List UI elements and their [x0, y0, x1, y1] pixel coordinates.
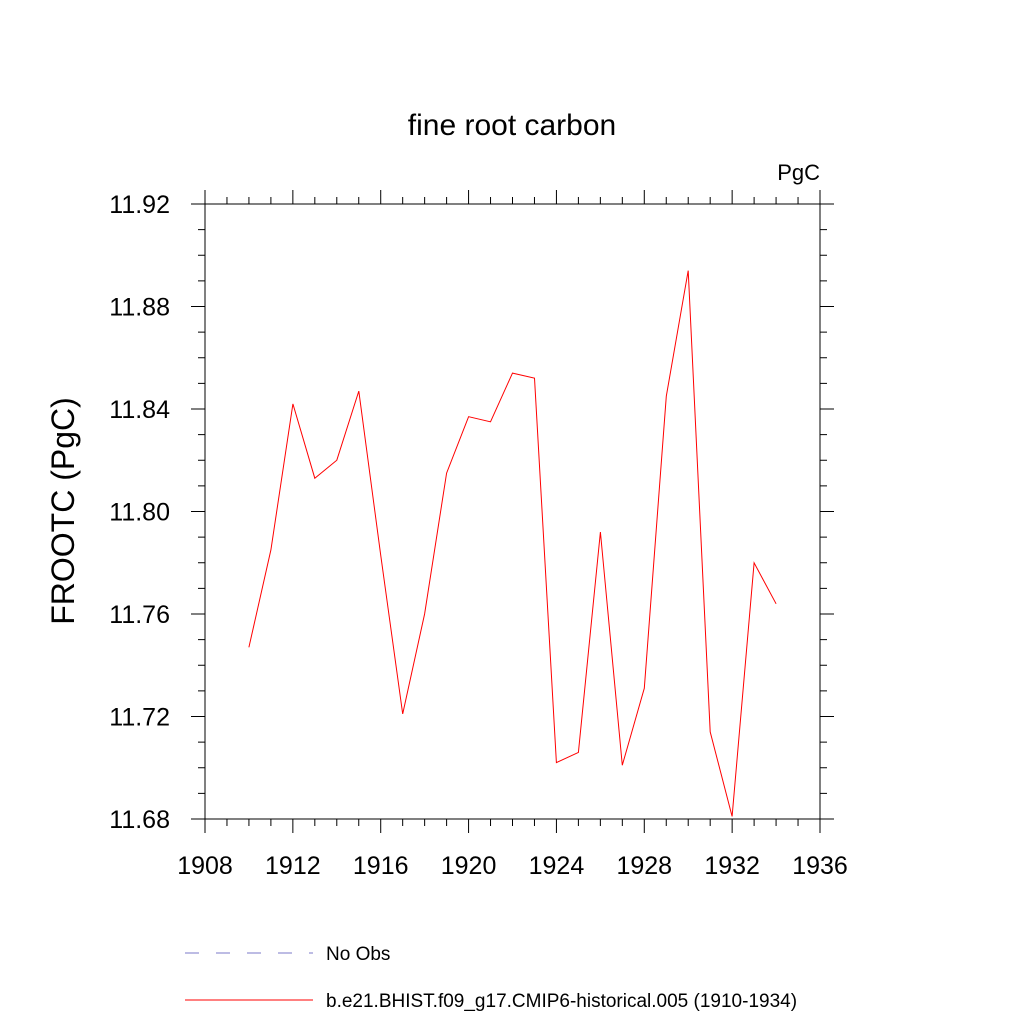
chart-title: fine root carbon	[408, 109, 616, 142]
x-tick-label: 1936	[792, 852, 848, 880]
y-tick-label: 11.68	[109, 806, 170, 834]
x-tick-label: 1916	[353, 852, 409, 880]
legend-label-1: b.e21.BHIST.f09_g17.CMIP6-historical.005…	[326, 991, 797, 1012]
series-point	[490, 421, 491, 422]
series-point	[534, 378, 535, 379]
units-label: PgC	[777, 160, 820, 185]
y-tick-label: 11.88	[109, 294, 170, 322]
axis-ticks	[191, 190, 834, 833]
plot-frame	[204, 203, 821, 820]
series-point	[556, 762, 557, 763]
series-point	[644, 688, 645, 689]
series-point	[358, 390, 359, 391]
y-axis-label: FROOTC (PgC)	[45, 397, 81, 625]
series-layer	[248, 270, 777, 817]
series-point	[314, 478, 315, 479]
series-point	[754, 562, 755, 563]
series-point	[578, 752, 579, 753]
series-point	[270, 549, 271, 550]
x-tick-label: 1928	[616, 852, 672, 880]
series-point	[710, 731, 711, 732]
series-line-0	[248, 270, 777, 817]
series-point	[336, 460, 337, 461]
series-point	[622, 765, 623, 766]
x-tick-label: 1920	[441, 852, 497, 880]
axis-tick-labels: 1908 1912 1916 1920 1924 1928 1932 1936 11.68 11.…	[109, 191, 848, 880]
series-point	[292, 403, 293, 404]
series-point	[402, 713, 403, 714]
y-tick-label: 11.76	[109, 601, 170, 629]
series-point	[248, 647, 249, 648]
series-point	[666, 396, 667, 397]
series-point	[732, 816, 733, 817]
x-tick-label: 1908	[177, 852, 233, 880]
series-point	[600, 531, 601, 532]
series-point	[446, 472, 447, 473]
series-point	[468, 416, 469, 417]
y-tick-label: 11.80	[109, 499, 170, 527]
series-point	[688, 270, 689, 271]
series-point	[380, 554, 381, 555]
x-tick-label: 1932	[704, 852, 760, 880]
series-point	[424, 613, 425, 614]
series-point	[775, 603, 776, 604]
legend-label-0: No Obs	[326, 944, 390, 965]
series-point	[512, 373, 513, 374]
x-tick-label: 1924	[529, 852, 585, 880]
y-tick-label: 11.92	[109, 191, 170, 219]
y-tick-label: 11.72	[109, 704, 170, 732]
y-tick-label: 11.84	[109, 396, 170, 424]
x-tick-label: 1912	[265, 852, 321, 880]
legend: No Obs b.e21.BHIST.f09_g17.CMIP6-historic…	[185, 944, 797, 1012]
